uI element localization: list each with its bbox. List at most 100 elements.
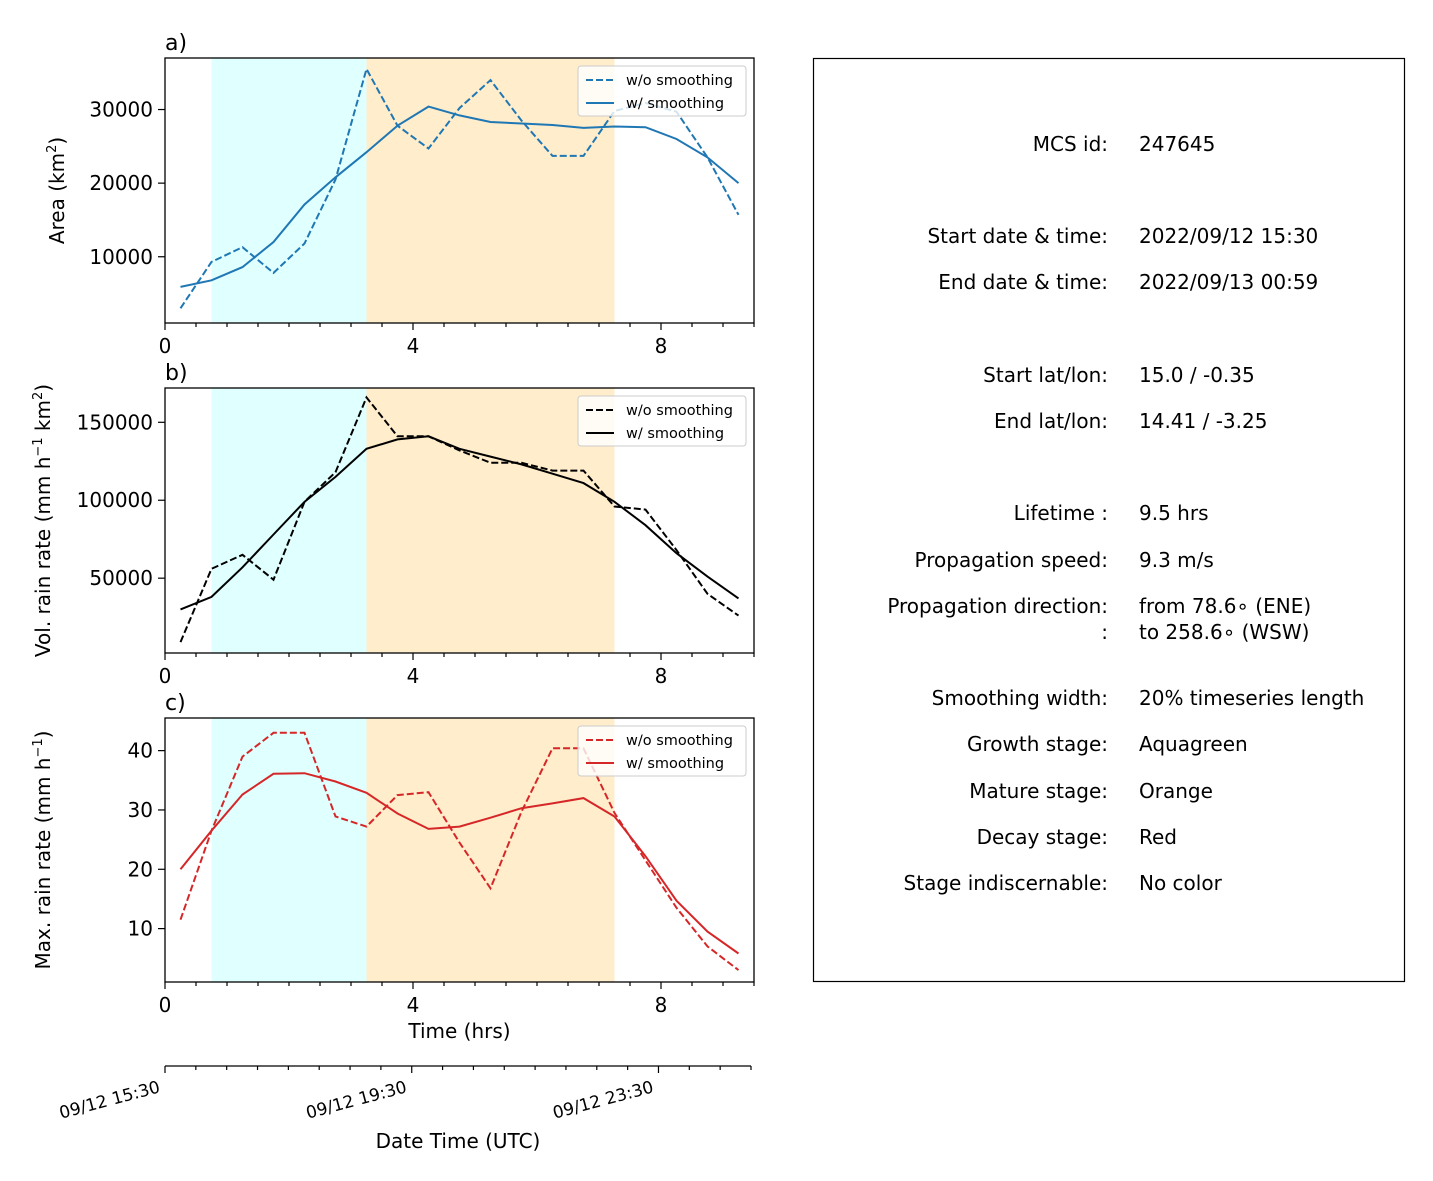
info-value: 247645 <box>1139 132 1215 156</box>
y-tick-label: 20 <box>128 857 153 881</box>
x-tick-label: 8 <box>655 664 668 688</box>
series-lines <box>179 395 740 643</box>
info-value: Orange <box>1139 779 1213 803</box>
info-label: MCS id: <box>1033 132 1108 156</box>
info-value: 9.5 hrs <box>1139 501 1208 525</box>
info-value: Red <box>1139 825 1177 849</box>
legend-label-unsmoothed: w/o smoothing <box>626 403 733 419</box>
x-ticks: 0 4 8 <box>159 653 755 688</box>
x-tick-label: 8 <box>655 993 668 1017</box>
x-tick-label: 8 <box>655 334 668 358</box>
panel-label: a) <box>165 31 187 56</box>
info-label: Propagation direction: <box>887 594 1108 618</box>
plot-frame <box>164 57 755 324</box>
legend: w/o smoothing w/ smoothing <box>577 395 747 447</box>
y-ticks: 50000 100000 150000 <box>77 410 165 590</box>
legend: w/o smoothing w/ smoothing <box>577 725 747 777</box>
info-value: 2022/09/13 00:59 <box>1139 270 1318 294</box>
info-label: Start lat/lon: <box>983 363 1108 387</box>
series-line-smoothed <box>180 105 740 288</box>
stage-growth-band <box>211 388 367 653</box>
series-lines <box>179 731 740 971</box>
panel-a-area: 0 4 8 10000 20000 30000 a) Area (km2) w/o sm… <box>45 31 755 358</box>
info-value: from 78.6∘ (ENE) <box>1139 594 1311 618</box>
series-line-smoothed <box>179 772 740 955</box>
info-label: : <box>1101 620 1108 644</box>
date-time-axis: 09/12 15:30 09/12 19:30 09/12 23:30 Date T… <box>57 1065 752 1153</box>
panel-label: b) <box>165 361 188 386</box>
series-line-smoothed <box>180 435 740 611</box>
legend: w/o smoothing w/ smoothing <box>577 65 747 117</box>
info-value: No color <box>1139 871 1223 895</box>
plot-frame <box>164 387 755 654</box>
legend-label-smoothed: w/ smoothing <box>626 426 724 442</box>
x-tick-label: 0 <box>159 993 172 1017</box>
x-ticks: 0 4 8 <box>159 323 755 358</box>
legend-box <box>577 65 747 117</box>
stage-mature-band <box>366 388 615 653</box>
info-panel: MCS id: 247645 Start date & time: 2022/09/1… <box>812 57 1406 983</box>
info-value: 14.41 / -3.25 <box>1139 409 1267 433</box>
legend-box <box>577 725 747 777</box>
y-tick-label: 100000 <box>77 488 153 512</box>
info-label: Smoothing width: <box>932 686 1108 710</box>
info-label: Stage indiscernable: <box>904 871 1108 895</box>
info-label: Start date & time: <box>927 224 1108 248</box>
x-tick-label: 4 <box>407 664 420 688</box>
info-rows: MCS id: 247645 Start date & time: 2022/09/1… <box>887 132 1364 895</box>
stage-shading <box>211 388 615 653</box>
date-tick-label: 09/12 19:30 <box>304 1078 409 1124</box>
legend-label-unsmoothed: w/o smoothing <box>626 733 733 749</box>
series-line-unsmoothed <box>179 731 740 971</box>
y-axis-label: Max. rain rate (mm h−1) <box>31 731 55 970</box>
plot-frame <box>164 717 755 983</box>
x-tick-label: 0 <box>159 664 172 688</box>
stage-shading <box>211 718 615 982</box>
info-label: Lifetime : <box>1014 501 1108 525</box>
y-ticks: 10000 20000 30000 <box>89 98 165 269</box>
y-tick-label: 20000 <box>89 171 153 195</box>
legend-box <box>577 395 747 447</box>
info-label: Propagation speed: <box>915 548 1108 572</box>
info-value: 9.3 m/s <box>1139 548 1214 572</box>
x-tick-label: 0 <box>159 334 172 358</box>
info-value: Aquagreen <box>1139 732 1248 756</box>
stage-growth-band <box>211 58 367 323</box>
info-value: 15.0 / -0.35 <box>1139 363 1255 387</box>
y-axis-label: Area (km2) <box>45 137 69 244</box>
y-ticks: 10 20 30 40 <box>128 739 165 941</box>
x-ticks: 0 4 8 <box>159 982 755 1017</box>
stage-mature-band <box>366 58 615 323</box>
x-axis-label: Time (hrs) <box>407 1019 510 1043</box>
info-value: 2022/09/12 15:30 <box>1139 224 1318 248</box>
info-label: End date & time: <box>938 270 1108 294</box>
date-tick-label: 09/12 15:30 <box>57 1078 162 1124</box>
y-tick-label: 50000 <box>89 566 153 590</box>
legend-label-smoothed: w/ smoothing <box>626 756 724 772</box>
series-line-unsmoothed <box>179 395 740 643</box>
panel-b-volume-rain-rate: 0 4 8 50000 100000 150000 b) Vol. rain rate … <box>31 361 755 688</box>
date-ticks: 09/12 15:30 09/12 19:30 09/12 23:30 <box>57 1066 752 1124</box>
stage-mature-band <box>366 718 615 982</box>
y-tick-label: 30000 <box>89 98 153 122</box>
legend-label-unsmoothed: w/o smoothing <box>626 73 733 89</box>
x-tick-label: 4 <box>407 334 420 358</box>
x-tick-label: 4 <box>407 993 420 1017</box>
info-label: Growth stage: <box>967 732 1108 756</box>
y-tick-label: 10 <box>128 917 153 941</box>
info-label: Decay stage: <box>977 825 1108 849</box>
info-box-frame <box>812 57 1406 983</box>
stage-shading <box>211 58 615 323</box>
y-axis-label: Vol. rain rate (mm h−1 km2) <box>31 384 55 657</box>
legend-label-smoothed: w/ smoothing <box>626 96 724 112</box>
info-label: End lat/lon: <box>994 409 1108 433</box>
stage-growth-band <box>211 718 367 982</box>
date-axis-label: Date Time (UTC) <box>376 1129 541 1153</box>
date-tick-label: 09/12 23:30 <box>551 1078 656 1124</box>
info-value: to 258.6∘ (WSW) <box>1139 620 1309 644</box>
panel-label: c) <box>165 691 186 716</box>
y-tick-label: 40 <box>128 739 153 763</box>
y-tick-label: 150000 <box>77 410 153 434</box>
